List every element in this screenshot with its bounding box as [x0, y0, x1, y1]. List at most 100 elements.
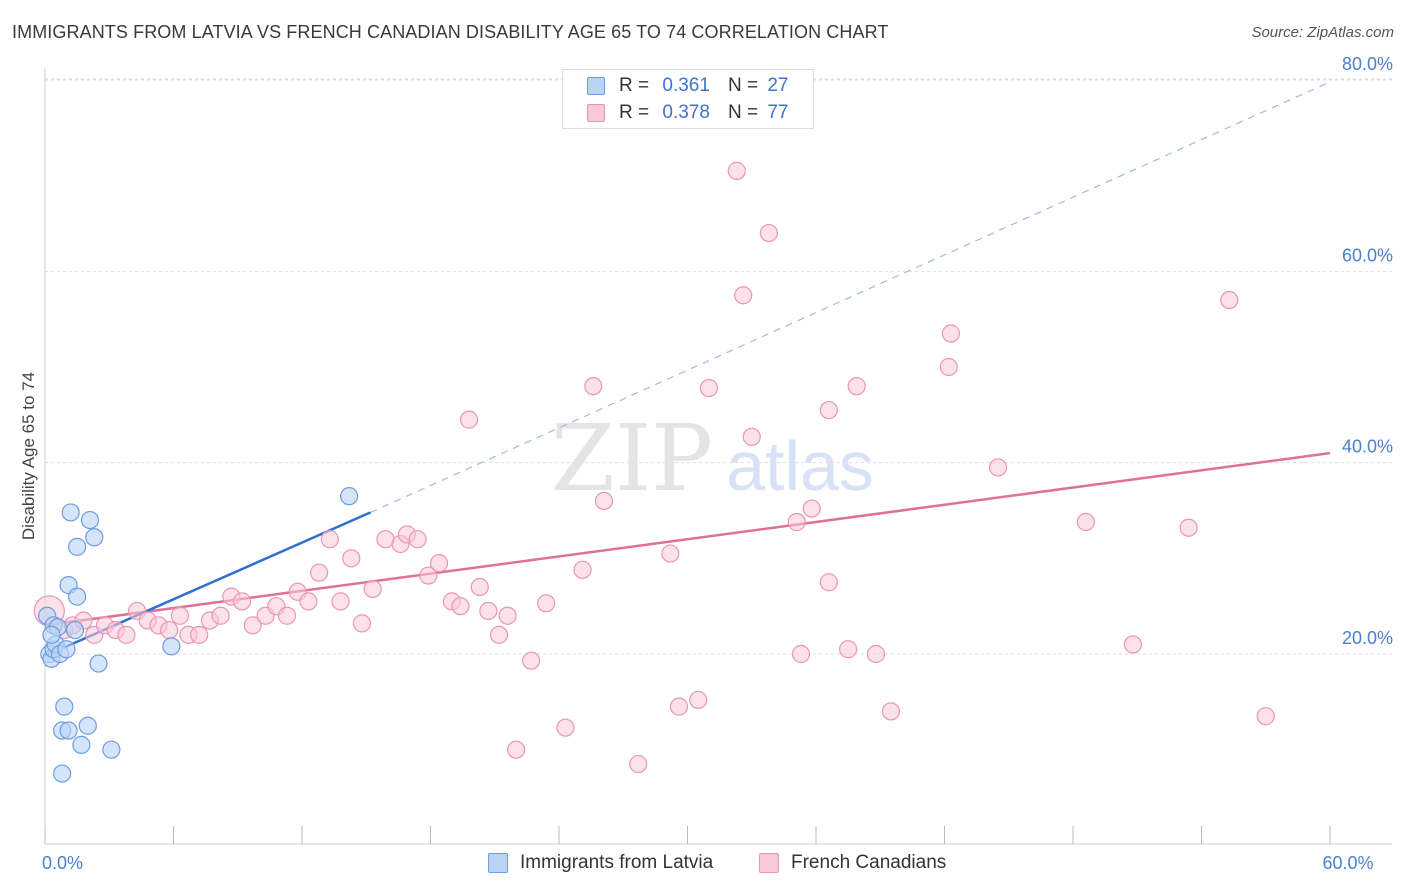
french-canadian-point — [1256, 707, 1275, 726]
french-canadian-point — [819, 400, 838, 420]
legend-r-label: R = — [619, 102, 650, 123]
french-canadian-point — [791, 644, 811, 664]
french-canadian-point — [522, 651, 541, 670]
latvia-point — [61, 503, 80, 522]
series-legend-french-canadians: French Canadians — [759, 852, 946, 874]
french-canadian-point — [537, 594, 556, 613]
latvia-point — [68, 537, 87, 556]
french-canadian-point — [211, 606, 230, 625]
french-canadian-point — [419, 566, 438, 585]
french-canadian-point — [232, 592, 252, 611]
latvia-point — [89, 654, 108, 673]
latvia-point — [42, 625, 61, 644]
legend-r-label: R = — [619, 75, 650, 96]
tick-labels: 20.0% 40.0% 60.0% 80.0% 0.0% 60.0% — [42, 54, 1393, 873]
latvia-point — [59, 721, 78, 740]
latvia-point — [80, 510, 100, 530]
watermark-zip: ZIP — [551, 405, 713, 512]
latvia-point — [102, 740, 121, 759]
y-axis-label: Disability Age 65 to 74 — [19, 372, 38, 540]
source-credit: Source: ZipAtlas.com — [1251, 24, 1394, 41]
french-canadian-point — [699, 378, 719, 398]
series-legend-latvia: Immigrants from Latvia — [488, 852, 713, 874]
legend-swatch-pink — [587, 104, 605, 122]
french-canadian-point — [1220, 290, 1239, 310]
trend-lines — [44, 81, 1331, 658]
french-canadian-point — [320, 530, 339, 549]
french-canadian-point — [1179, 518, 1198, 537]
legend-n-label: N = — [727, 102, 759, 123]
french-canadian-point — [742, 427, 761, 446]
latvia-point — [340, 487, 359, 506]
french-canadian-point — [117, 625, 136, 644]
latvia-point — [78, 716, 97, 735]
french-canadian-point — [376, 530, 395, 549]
legend-r-value: 0.378 — [662, 102, 710, 123]
latvia-point — [162, 637, 181, 656]
french-canadian-point — [727, 161, 746, 180]
x-tick-label: 0.0% — [42, 853, 83, 873]
french-canadian-point — [556, 718, 575, 737]
series-swatch-pink — [759, 853, 779, 873]
french-canadian-point — [479, 601, 498, 621]
french-canadian-point — [881, 702, 901, 721]
french-canadian-point — [470, 577, 489, 597]
latvia-point — [65, 620, 85, 640]
french-canadian-point — [939, 357, 958, 377]
french-canadian-point — [277, 606, 297, 625]
legend-n-label: N = — [727, 75, 759, 96]
french-canadian-point — [190, 625, 209, 644]
french-canadian-point — [661, 544, 680, 563]
y-tick-label: 40.0% — [1342, 437, 1393, 457]
french-canadian-point — [310, 563, 329, 582]
latvia-point — [72, 735, 91, 754]
french-canadian-point — [759, 223, 778, 243]
french-canadian-point — [451, 597, 470, 616]
french-canadian-point — [734, 286, 753, 305]
chart-title: IMMIGRANTS FROM LATVIA VS FRENCH CANADIA… — [12, 22, 889, 42]
french-canadian-point — [170, 606, 190, 625]
french-canadian-point — [243, 616, 262, 635]
french-canadian-point — [299, 592, 318, 611]
french-canadian-point — [573, 560, 592, 579]
french-canadian-point — [629, 754, 648, 774]
french-canadian-point — [342, 549, 361, 568]
french-canadian-point — [839, 640, 858, 659]
latvia-point — [53, 764, 72, 783]
french-canadian-point — [802, 499, 821, 518]
x-tick-label: 60.0% — [1322, 853, 1373, 873]
series-swatch-blue — [488, 853, 508, 873]
series-legend: Immigrants from Latvia French Canadians — [0, 852, 1406, 878]
french-canadian-point — [669, 697, 689, 716]
french-canadian-point — [941, 324, 961, 343]
french-canadian-point — [1123, 635, 1143, 654]
series-legend-label: Immigrants from Latvia — [520, 852, 714, 873]
legend-n-value: 77 — [767, 102, 789, 123]
french-canadian-point — [331, 592, 350, 611]
french-canadian-point — [429, 554, 449, 573]
french-canadian-point — [408, 530, 427, 549]
latvia-point — [55, 697, 74, 716]
french-canadian-point — [498, 606, 517, 625]
french-canadian-trend-line — [44, 451, 1331, 627]
latvia-trend-extension — [370, 81, 1331, 513]
y-tick-label: 20.0% — [1342, 628, 1393, 648]
french-canadian-point — [787, 512, 806, 532]
french-canadian-point — [847, 377, 866, 396]
french-canadian-point — [584, 377, 603, 396]
y-tick-label: 80.0% — [1342, 54, 1393, 74]
axes — [44, 68, 1392, 845]
series-legend-label: French Canadians — [791, 852, 947, 873]
legend-r-value: 0.361 — [662, 75, 710, 96]
y-tick-label: 60.0% — [1342, 245, 1393, 265]
latvia-point — [68, 587, 87, 606]
legend-swatch-blue — [587, 77, 605, 95]
french-canadian-point — [819, 573, 838, 592]
french-canadian-point — [160, 620, 179, 640]
latvia-point — [85, 528, 104, 547]
legend-n-value: 27 — [767, 75, 789, 96]
stats-legend: R = 0.361 N = 27 R = 0.378 N = 77 — [562, 69, 814, 129]
legend-row-french-canadians: R = 0.378 N = 77 — [587, 101, 788, 125]
french-canadian-point — [1076, 512, 1095, 532]
